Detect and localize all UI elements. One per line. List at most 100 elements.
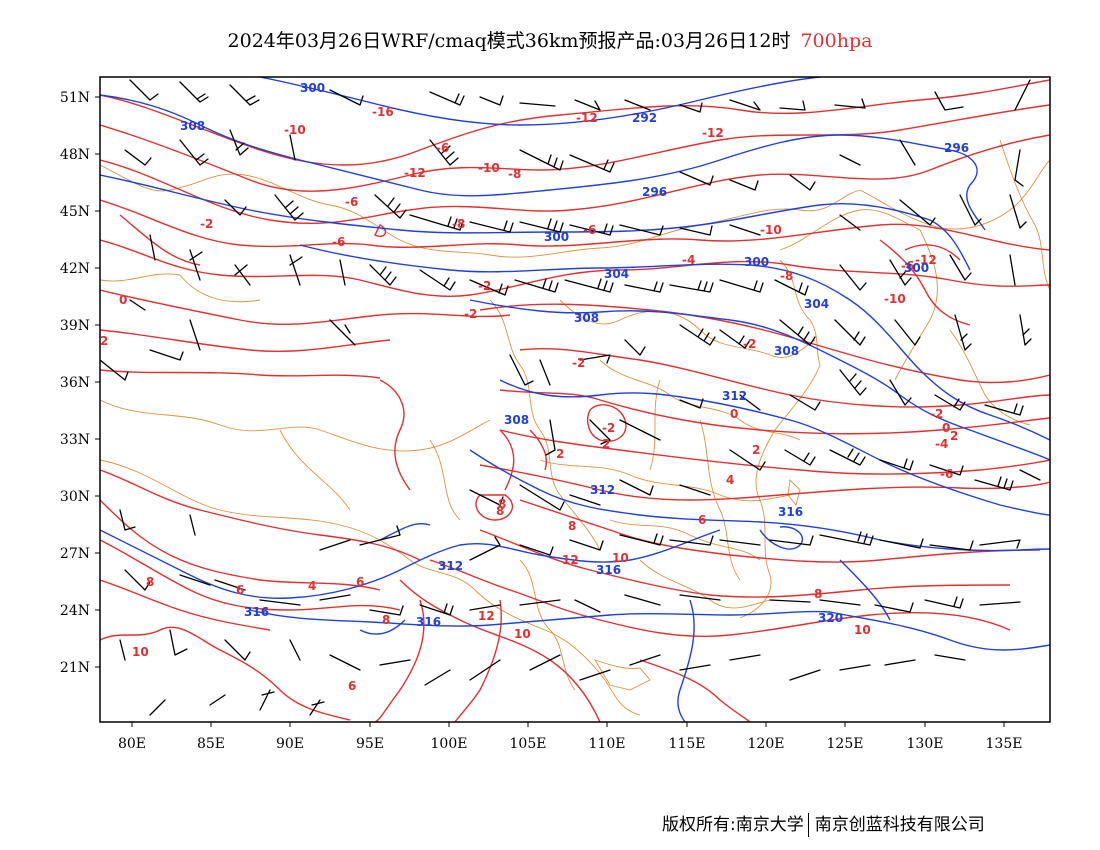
height-label: 300 (544, 230, 569, 244)
temp-label: 2 (950, 429, 958, 443)
lon-label: 115E (669, 736, 706, 752)
temp-label: -8 (780, 269, 793, 283)
temp-label: -8 (508, 167, 521, 181)
height-label: 316 (244, 605, 269, 619)
temp-label: 4 (726, 473, 734, 487)
lon-label: 105E (510, 736, 547, 752)
temp-label: -2 (930, 407, 943, 421)
temp-label: 0 (942, 421, 950, 435)
temp-label: 10 (514, 627, 531, 641)
temp-label: 2 (602, 437, 610, 451)
temperature-labels: -16 -12 -10 -12 -10 -8 -12 -10 -6 -8 -6 … (100, 105, 958, 693)
temp-label: -6 (436, 141, 449, 155)
height-contours (100, 77, 1050, 722)
height-label: 316 (596, 563, 621, 577)
temp-label: -8 (452, 217, 465, 231)
title-main: 2024年03月26日WRF/cmaq模式36km预报产品:03月26日12时 (227, 30, 791, 52)
height-label: 304 (804, 297, 829, 311)
temp-label: -4 (682, 253, 695, 267)
temp-label: -10 (760, 223, 782, 237)
temp-label: -4 (935, 437, 948, 451)
height-labels: 300 308 292 296 296 300 304 300 304 308 … (180, 81, 969, 629)
lon-label: 90E (276, 736, 304, 752)
temp-label: -12 (404, 166, 426, 180)
lon-label: 85E (197, 736, 225, 752)
lon-label: 125E (827, 736, 864, 752)
lon-label: 130E (907, 736, 944, 752)
lon-label: 120E (748, 736, 785, 752)
temp-label: 6 (698, 513, 706, 527)
lon-axis (131, 722, 1005, 727)
temp-label: 6 (348, 679, 356, 693)
lon-label: 100E (431, 736, 468, 752)
lon-label: 95E (356, 736, 384, 752)
copyright-footer: 版权所有:南京大学 南京创蓝科技有限公司 (662, 810, 985, 837)
temp-label: -6 (940, 467, 953, 481)
height-label: 296 (642, 185, 667, 199)
lat-label: 45N (60, 204, 90, 220)
height-label: 316 (778, 505, 803, 519)
temp-label: -2 (602, 421, 615, 435)
height-label: 300 (904, 261, 929, 275)
temp-label: 8 (498, 497, 506, 511)
temp-label: -12 (702, 126, 724, 140)
temp-label: 2 (100, 334, 108, 348)
temp-label: 2 (556, 447, 564, 461)
height-label: 308 (774, 344, 799, 358)
temp-label: 2 (752, 443, 760, 457)
temp-label: 12 (478, 609, 495, 623)
height-label: 320 (818, 611, 843, 625)
height-label: 316 (416, 615, 441, 629)
height-label: 312 (438, 559, 463, 573)
temperature-contours (100, 79, 1050, 722)
temp-label: 4 (308, 579, 316, 593)
temp-label: 6 (236, 583, 244, 597)
lat-label: 33N (60, 432, 90, 448)
temp-label: -16 (372, 105, 394, 119)
height-label: 308 (504, 413, 529, 427)
company-text: 南京创蓝科技有限公司 (814, 815, 985, 835)
lon-labels: 80E 85E 90E 95E 100E 105E 110E 115E 120E… (118, 736, 1023, 752)
temp-label: 10 (854, 623, 871, 637)
temp-label: -6 (345, 195, 358, 209)
temp-label: -2 (478, 279, 491, 293)
wind-barbs (100, 79, 1041, 716)
lat-label: 36N (60, 375, 90, 391)
temp-label: 8 (146, 575, 154, 589)
lat-label: 51N (60, 90, 90, 106)
lon-label: 80E (118, 736, 146, 752)
temp-label: -2 (464, 307, 477, 321)
height-label: 304 (604, 267, 629, 281)
lon-label: 110E (589, 736, 626, 752)
temp-label: 8 (568, 519, 576, 533)
lat-label: 27N (60, 546, 90, 562)
height-label: 296 (944, 141, 969, 155)
lon-label: 135E (986, 736, 1023, 752)
lat-label: 42N (60, 261, 90, 277)
boundary-lines (100, 139, 1050, 716)
map-title: 2024年03月26日WRF/cmaq模式36km预报产品:03月26日12时 7… (0, 26, 1100, 53)
temp-label: -2 (743, 337, 756, 351)
temp-label: -10 (284, 123, 306, 137)
lat-label: 39N (60, 318, 90, 334)
temp-label: -6 (901, 259, 914, 273)
temp-label: 8 (382, 613, 390, 627)
temp-label: 8 (814, 587, 822, 601)
temp-label: -2 (200, 217, 213, 231)
lat-label: 30N (60, 489, 90, 505)
temp-label: 0 (730, 407, 738, 421)
lat-label: 24N (60, 603, 90, 619)
temp-label: 0 (119, 293, 127, 307)
height-label: 300 (744, 255, 769, 269)
temp-label: -2 (572, 356, 585, 370)
title-level: 700hpa (800, 30, 873, 52)
lat-label: 21N (60, 660, 90, 676)
temp-label: -6 (332, 235, 345, 249)
temp-label: -6 (583, 223, 596, 237)
footer-divider (807, 813, 809, 837)
plot-frame (99, 76, 1051, 723)
height-label: 300 (300, 81, 325, 95)
temp-label: 8 (496, 504, 504, 518)
temp-label: 10 (132, 645, 149, 659)
